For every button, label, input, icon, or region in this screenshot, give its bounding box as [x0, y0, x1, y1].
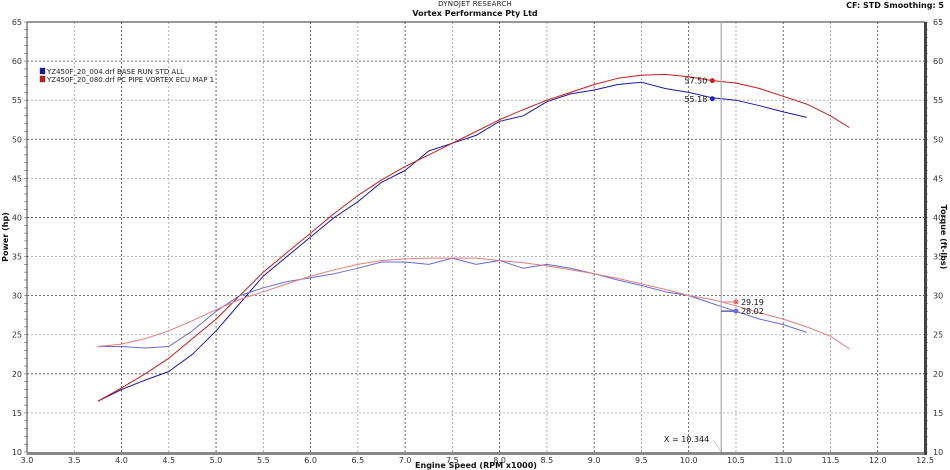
legend-label: YZ450F_20_004.drf BASE RUN STD ALL: [46, 68, 184, 76]
power-vortex-line: [97, 73, 850, 402]
y2-tick-label: 25: [933, 331, 943, 340]
y2-tick-label: 15: [933, 409, 943, 418]
y2-tick-label: 20: [933, 370, 943, 379]
y-tick-label: 45: [12, 174, 22, 183]
x-axis-title: Engine Speed (RPM x1000): [415, 461, 537, 470]
x-tick-label: 4.5: [162, 456, 175, 465]
y2-tick-label: 65: [933, 18, 943, 27]
x-tick-label: 7.0: [399, 456, 412, 465]
torque-base-value: 28.02: [741, 307, 764, 316]
x-tick-label: 5.0: [210, 456, 223, 465]
grid-lines: [27, 22, 925, 452]
axes: 3.0 3.5 4.0 4.5 5.0 5.5 6.0 6.5 7.0 7.5 8.0 8.5 9.0 9…: [1, 18, 948, 470]
legend-swatch: [39, 67, 46, 75]
y-axis-title: Power (hp): [1, 212, 10, 262]
x-tick-label: 6.5: [351, 456, 364, 465]
x-tick-label: 8.5: [541, 456, 554, 465]
y-tick-label: 25: [12, 331, 22, 340]
power-vortex-marker: [709, 78, 715, 84]
y2-axis-bar: [924, 22, 927, 455]
y2-tick-label: 45: [933, 174, 943, 183]
y-tick-label: 15: [12, 409, 22, 418]
x-tick-label: 3.0: [21, 456, 34, 465]
torque-vortex-value: 29.19: [741, 298, 764, 307]
y-tick-label: 40: [12, 213, 22, 222]
settings-label: CF: STD Smoothing: 5: [846, 1, 944, 10]
y-tick-label: 65: [12, 18, 22, 27]
shop-title: Vortex Performance Pty Ltd: [412, 9, 538, 18]
power-base-value: 55.18: [684, 95, 707, 104]
torque-vortex-line: [97, 257, 850, 350]
x-tick-label: 5.5: [257, 456, 270, 465]
y2-tick-label: 10: [933, 448, 943, 457]
y-tick-label: 30: [12, 292, 22, 301]
torque-base-marker: [733, 308, 739, 314]
power-base-marker: [709, 96, 715, 102]
y-tick-label: 50: [12, 135, 22, 144]
y-tick-label: 20: [12, 370, 22, 379]
x-tick-label: 8.0: [493, 456, 506, 465]
y-tick-label: 55: [12, 96, 22, 105]
x-tick-label: 9.0: [588, 456, 601, 465]
y-tick-label: 60: [12, 57, 22, 66]
power-vortex-value: 57.50: [684, 77, 707, 86]
x-tick-label: 4.0: [115, 456, 128, 465]
y2-tick-label: 60: [933, 57, 943, 66]
legend: YZ450F_20_004.drf BASE RUN STD ALLYZ450F…: [39, 67, 214, 84]
x-tick-label: 10.5: [727, 456, 745, 465]
y2-tick-label: 40: [933, 213, 943, 222]
x-tick-label: 9.5: [635, 456, 648, 465]
x-axis-bar: [27, 452, 925, 455]
y-tick-label: 35: [12, 253, 22, 262]
x-tick-label: 7.5: [446, 456, 459, 465]
cursor-label: X = 10.344: [664, 435, 709, 444]
legend-swatch: [39, 75, 46, 83]
company-title: DYNOJET RESEARCH: [438, 0, 512, 8]
y2-tick-label: 30: [933, 292, 943, 301]
cursor-line[interactable]: X = 10.344: [664, 22, 722, 453]
data-series: [97, 73, 850, 402]
x-tick-label: 6.0: [304, 456, 317, 465]
y2-axis-title: Torque (ft-lbs): [939, 205, 948, 270]
y2-tick-label: 50: [933, 135, 943, 144]
x-tick-label: 12.0: [869, 456, 887, 465]
x-tick-label: 3.5: [68, 456, 81, 465]
x-tick-label: 10.0: [680, 456, 698, 465]
x-tick-label: 11.5: [822, 456, 840, 465]
y2-tick-label: 35: [933, 253, 943, 262]
torque-vortex-marker: [733, 299, 739, 305]
x-tick-label: 11.0: [774, 456, 792, 465]
legend-label: YZ450F_20_080.drf PC PIPE VORTEX ECU MAP…: [46, 76, 214, 84]
y2-tick-label: 55: [933, 96, 943, 105]
x-tick-label: 12.5: [916, 456, 934, 465]
y-tick-label: 10: [12, 448, 22, 457]
